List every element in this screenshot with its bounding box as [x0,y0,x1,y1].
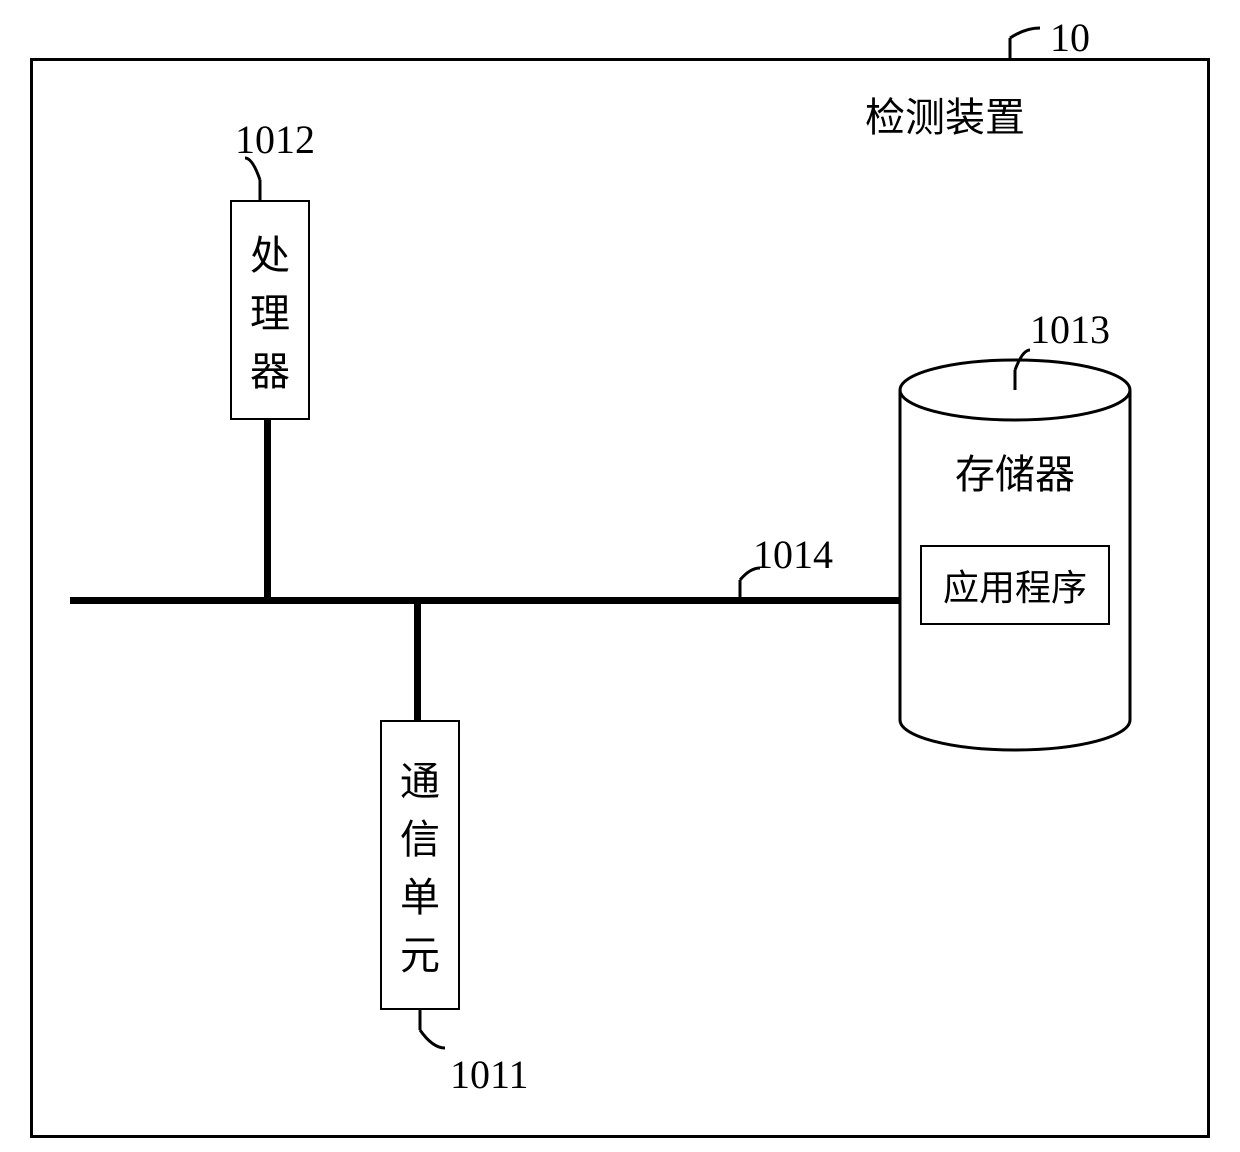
memory-ref-leader [0,0,1240,1152]
diagram-canvas: 10 检测装置 1014 处理器 1012 通信单元 1011 存储器 应用程序… [0,0,1240,1152]
memory-ref-number: 1013 [1030,310,1110,350]
